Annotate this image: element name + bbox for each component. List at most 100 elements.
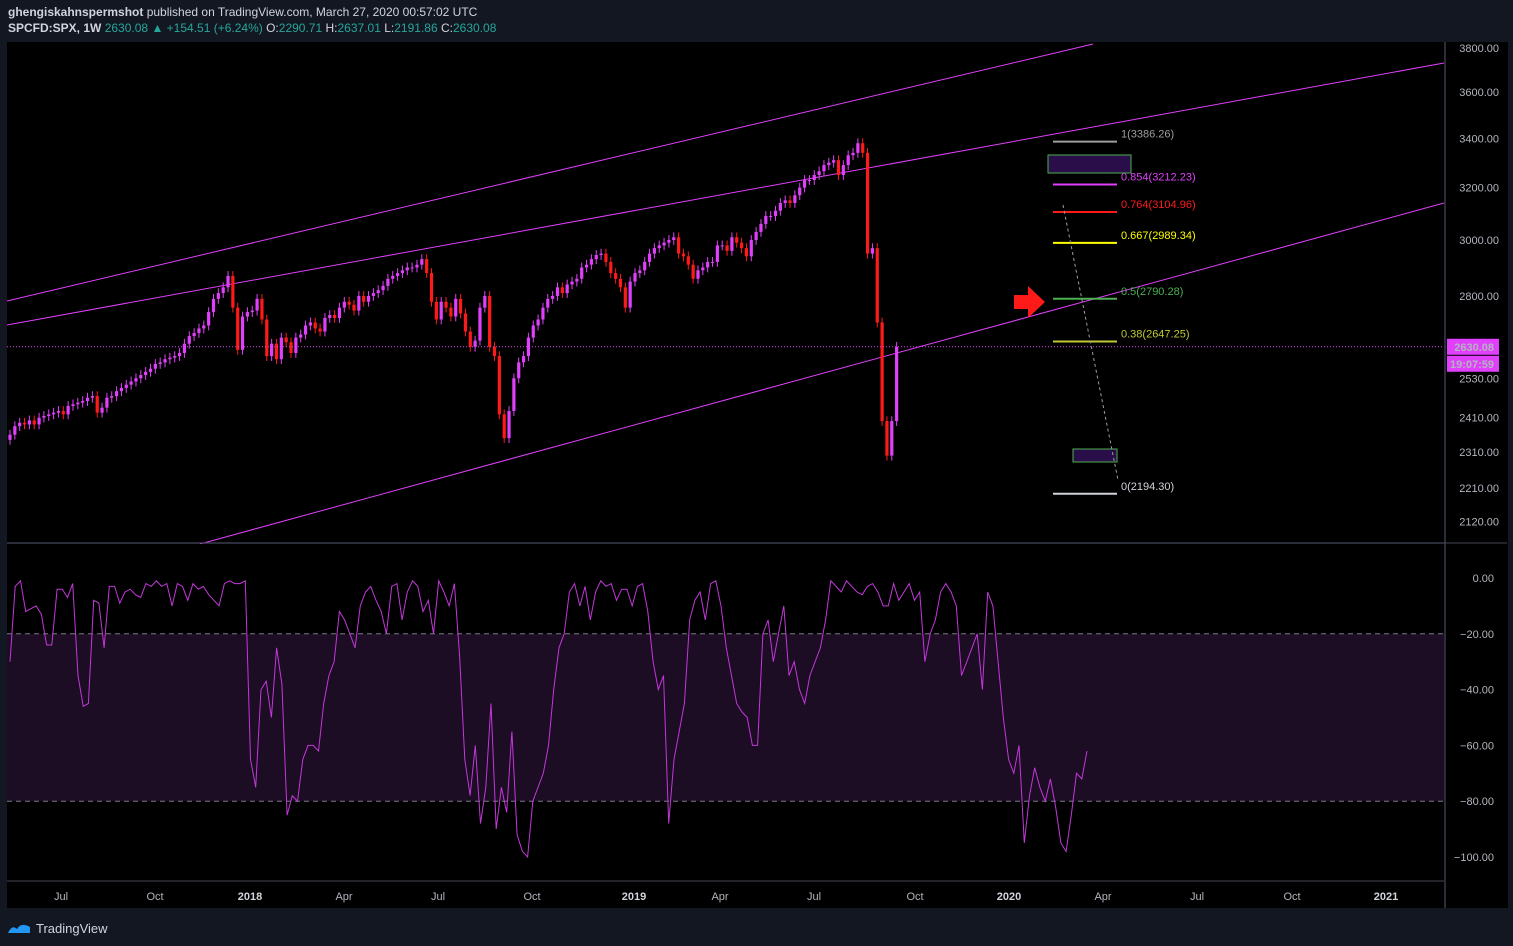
candle-body <box>352 304 356 311</box>
candle-body <box>638 270 642 274</box>
candle-body <box>832 160 836 163</box>
candle-body <box>812 175 816 181</box>
candle-body <box>396 273 400 276</box>
time-tick-label: Jul <box>431 891 445 903</box>
candle-body <box>512 378 516 411</box>
price-tick-label: 2800.00 <box>1459 291 1499 303</box>
brand-label: TradingView <box>36 920 108 936</box>
publish-info: published on TradingView.com, March 27, … <box>146 5 478 19</box>
candle-body <box>739 242 744 249</box>
candle-body <box>226 275 230 288</box>
candle-body <box>114 391 119 397</box>
candle-body <box>110 396 114 398</box>
candle-body <box>182 343 187 353</box>
candle-body <box>614 273 618 279</box>
candle-body <box>144 371 148 376</box>
candle-body <box>270 343 274 357</box>
time-tick-label: Jul <box>1190 891 1204 903</box>
candle-body <box>647 253 652 262</box>
candle-body <box>168 357 172 360</box>
candle-body <box>589 259 593 265</box>
wpr-tick-label: −40.00 <box>1460 685 1494 697</box>
candle-body <box>773 210 778 216</box>
candle-body <box>158 362 162 364</box>
candle-body <box>328 315 332 318</box>
channel-line <box>6 62 1445 326</box>
candle-body <box>37 417 41 425</box>
candle-body <box>8 434 12 440</box>
candle-body <box>517 362 521 379</box>
fib-level-label: 0.854(3212.23) <box>1121 171 1196 183</box>
candle-body <box>313 322 317 329</box>
candle-body <box>788 200 792 203</box>
candle-body <box>342 301 346 308</box>
low-value: 2191.86 <box>394 21 438 35</box>
fib-level-label: 0.764(3104.96) <box>1121 199 1196 211</box>
candle-body <box>333 315 337 318</box>
candle-body <box>546 298 550 308</box>
candle-body <box>202 325 206 329</box>
candle-body <box>677 237 681 254</box>
wpr-pane[interactable] <box>7 544 1444 880</box>
last-price-tag-label: 2630.08 <box>1454 342 1494 354</box>
time-tick-label: Oct <box>146 891 163 903</box>
candle-body <box>376 290 380 294</box>
candle-body <box>875 248 879 323</box>
footer-brand[interactable]: TradingView <box>6 918 108 938</box>
price-pane-background <box>7 42 1444 542</box>
candle-body <box>584 264 589 268</box>
open-value: 2290.71 <box>278 21 323 35</box>
price-tick-label: 2310.00 <box>1459 447 1499 459</box>
candle-body <box>633 273 637 282</box>
candle-body <box>715 245 719 262</box>
wpr-tick-label: −20.00 <box>1460 629 1494 641</box>
price-change: +154.51 (+6.24%) <box>166 21 263 35</box>
high-label: H: <box>325 21 338 35</box>
candle-body <box>449 307 453 317</box>
price-tick-label: 2410.00 <box>1459 413 1499 425</box>
candle-body <box>32 420 36 425</box>
candle-body <box>289 342 293 353</box>
candle-body <box>366 295 371 302</box>
wpr-line <box>9 578 1088 859</box>
candle-body <box>221 287 225 294</box>
candle-body <box>870 248 875 254</box>
candle-body <box>279 337 283 360</box>
up-triangle-icon: ▲ <box>151 21 164 35</box>
fib-level-label: 0.667(2989.34) <box>1121 230 1196 242</box>
candle-body <box>807 180 812 182</box>
symbol-label[interactable]: SPCFD:SPX, 1W <box>8 21 102 35</box>
price-pane[interactable]: 1(3386.26) 0.854(3212.23) 0.764(3104.96) 0.… <box>6 42 1445 545</box>
time-tick-label: 2020 <box>997 891 1021 903</box>
candle-body <box>691 264 695 279</box>
candle-body <box>255 298 259 311</box>
candle-body <box>652 248 656 254</box>
candle-body <box>260 298 264 320</box>
candle-body <box>817 171 821 176</box>
candle-body <box>895 346 899 422</box>
candle-body <box>284 337 288 343</box>
fib-level-label: 1(3386.26) <box>1121 129 1174 141</box>
candle-body <box>769 215 773 217</box>
candle-body <box>725 245 729 251</box>
candle-body <box>580 267 584 279</box>
candle-body <box>575 278 579 282</box>
candle-body <box>245 312 250 317</box>
candle-body <box>822 165 826 172</box>
candle-body <box>710 261 715 263</box>
candle-body <box>798 187 802 196</box>
candle-body <box>415 264 419 268</box>
candle-body <box>323 317 327 332</box>
candle-body <box>502 414 506 439</box>
time-tick-label: Jul <box>807 891 821 903</box>
candle-body <box>657 245 661 249</box>
candle-body <box>778 202 782 211</box>
candle-body <box>308 322 312 326</box>
time-tick-label: 2021 <box>1374 891 1398 903</box>
fib-level-label: 0(2194.30) <box>1121 481 1174 493</box>
candle-body <box>643 261 647 271</box>
candle-body <box>22 422 27 425</box>
author-name[interactable]: ghengiskahnspermshot <box>8 5 144 19</box>
candle-body <box>488 295 492 347</box>
